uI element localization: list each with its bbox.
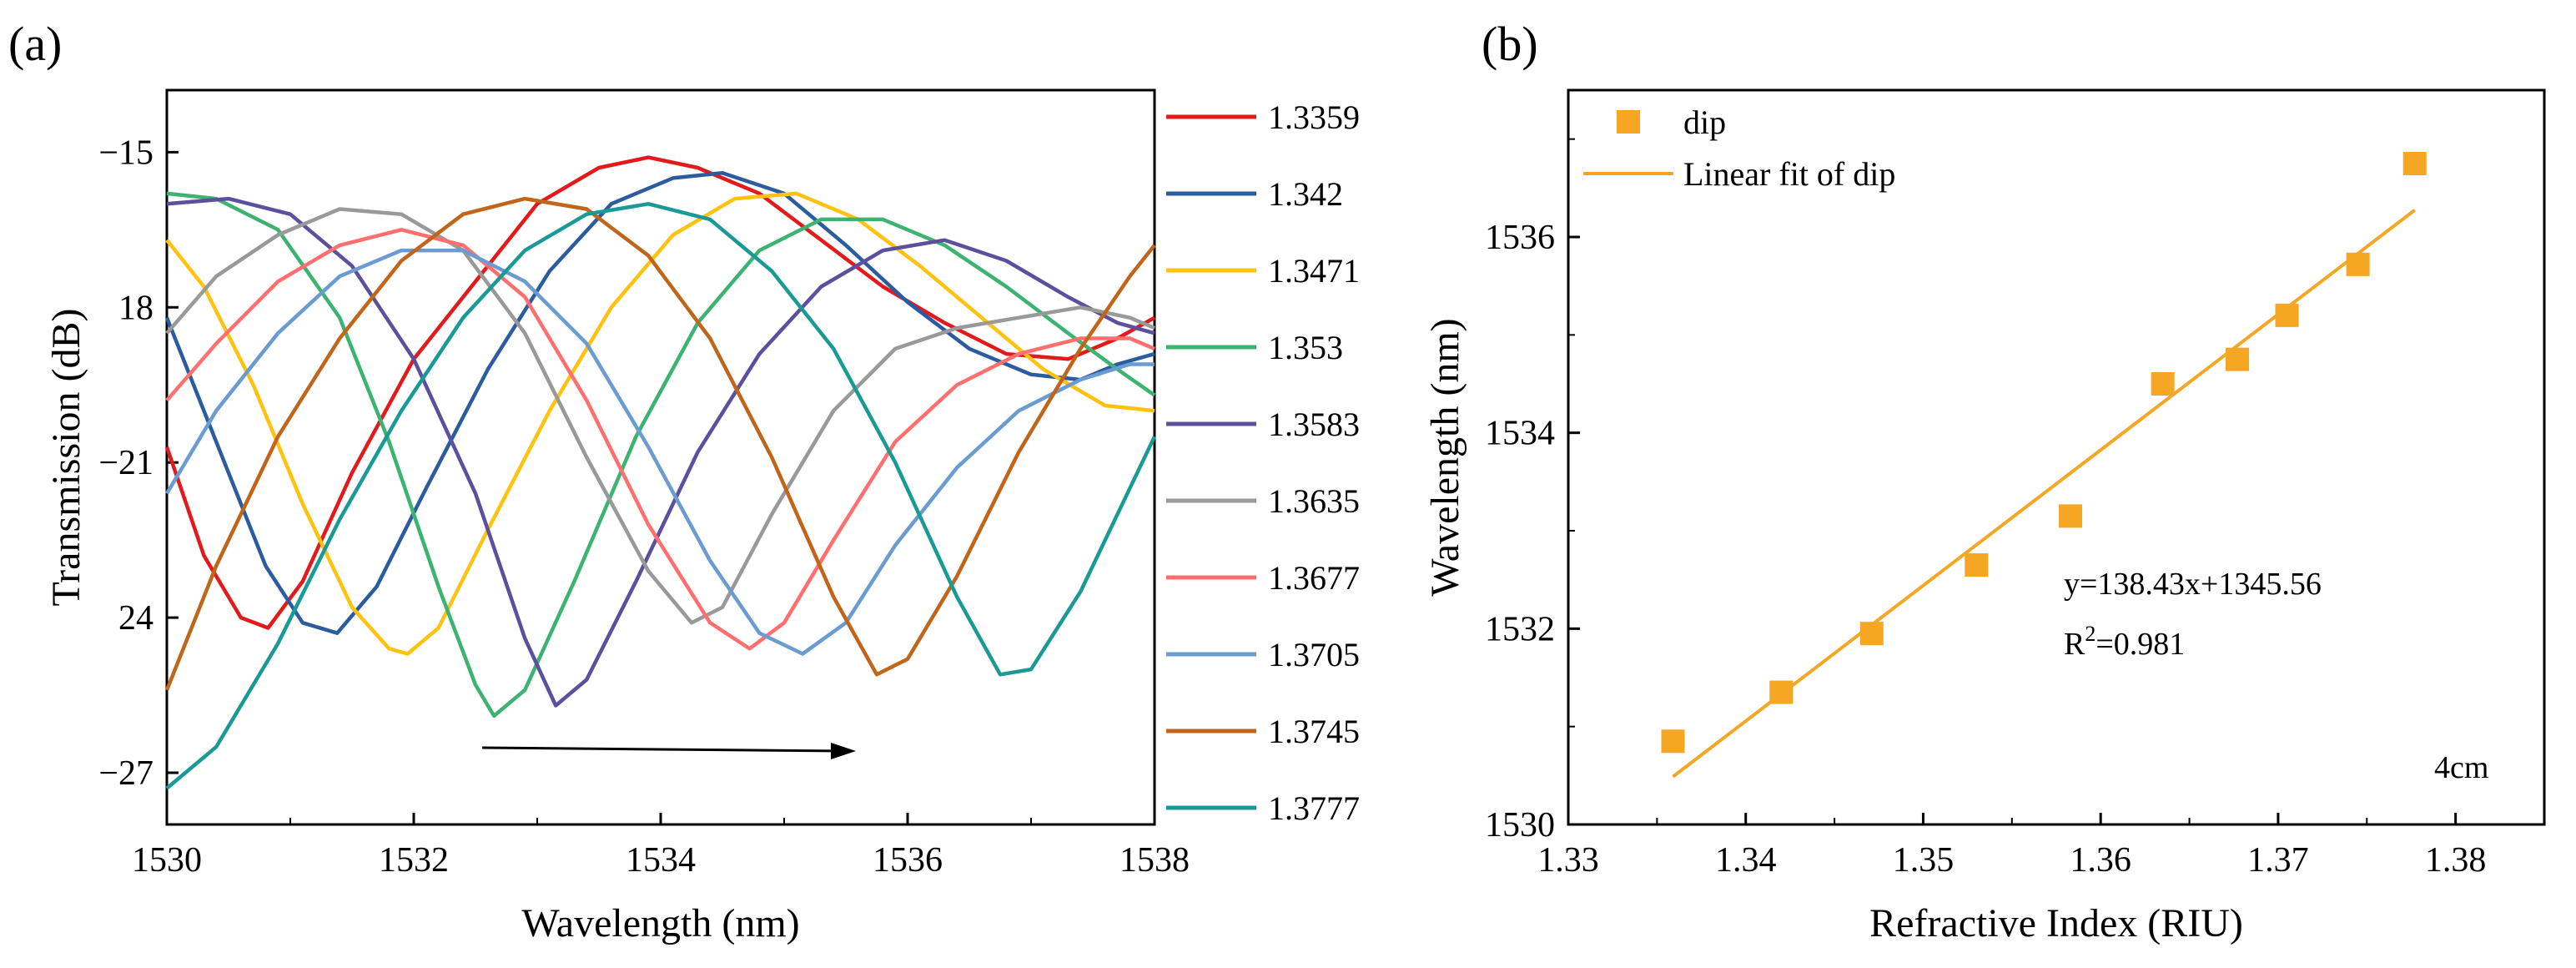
y-axis-ticks: 1530 1532 1534 1536: [1485, 138, 1580, 844]
legend-label: 1.3705: [1268, 636, 1360, 673]
data-point: [1859, 622, 1884, 646]
series-line-1_3359: [164, 155, 1156, 630]
series-line-1_3777: [165, 202, 1157, 790]
legend: 1.3359 1.342 1.3471 1.353 1.3583 1.3635 1.3677…: [1166, 98, 1360, 827]
legend-label: 1.3359: [1268, 98, 1360, 136]
y-tick-label: −27: [98, 754, 153, 793]
series-line-1_3705: [165, 248, 1155, 656]
x-tick-label: 1.37: [2247, 841, 2309, 880]
shift-arrow: [481, 743, 856, 759]
x-tick-label: 1.38: [2425, 841, 2487, 880]
spectra-lines: [164, 155, 1157, 790]
legend-label: 1.3677: [1268, 559, 1360, 597]
y-tick-label: 1536: [1485, 219, 1555, 257]
legend-label: 1.3583: [1268, 406, 1360, 443]
y-tick-label: 24: [118, 599, 153, 638]
legend-label: 1.3745: [1268, 713, 1360, 750]
r-squared-value: =0.981: [2096, 627, 2185, 662]
y-tick-label: −15: [98, 134, 153, 172]
x-tick-label: 1534: [626, 841, 696, 880]
data-point: [1965, 553, 1989, 577]
y-tick-label: −21: [98, 444, 153, 482]
data-point: [2275, 303, 2299, 327]
legend-label: 1.342: [1268, 175, 1343, 213]
x-tick-label: 1538: [1119, 841, 1190, 880]
data-points: [1661, 152, 2427, 754]
data-point: [2151, 372, 2175, 396]
legend-label-fit: Linear fit of dip: [1683, 155, 1895, 193]
x-tick-label: 1.34: [1715, 841, 1777, 880]
r-squared-superscript: 2: [2085, 622, 2096, 646]
series-line-1_3677: [165, 228, 1155, 651]
arrow-shaft: [481, 746, 843, 753]
legend-label: 1.353: [1268, 329, 1343, 366]
x-tick-label: 1530: [132, 841, 202, 880]
y-tick-label: 18: [118, 289, 153, 327]
data-point: [2225, 347, 2249, 371]
series-line-1_342: [164, 170, 1155, 635]
x-tick-label: 1536: [873, 841, 943, 880]
panel-b-fit-chart: (b) 1.33 1.34 1.35 1.36 1.37 1.38 15301532153…: [1423, 17, 2546, 945]
y-tick-label: 1530: [1485, 806, 1555, 844]
legend-label: 1.3471: [1268, 252, 1360, 290]
arrow-head: [831, 743, 856, 759]
legend-marker-dip: [1617, 110, 1640, 134]
panel-b-label: (b): [1482, 17, 1538, 71]
y-tick-label: 1534: [1485, 415, 1555, 453]
series-line-1_3583: [166, 196, 1155, 708]
data-point: [1661, 729, 1685, 754]
x-tick-label: 1.35: [1893, 841, 1955, 880]
y-axis-label: Wavelength (nm): [1423, 318, 1467, 596]
length-annotation: 4cm: [2434, 750, 2488, 785]
series-line-1_353: [166, 191, 1156, 718]
panel-a-label: (a): [8, 17, 62, 71]
legend: dip Linear fit of dip: [1583, 103, 1895, 193]
x-tick-label: 1.33: [1537, 841, 1599, 880]
data-point: [2402, 152, 2427, 175]
r-squared-prefix: R: [2064, 627, 2085, 662]
series-line-1_3745: [164, 196, 1156, 691]
legend-label: 1.3777: [1268, 789, 1360, 827]
x-tick-label: 1.36: [2070, 841, 2131, 880]
fit-equation: y=138.43x+1345.56: [2064, 567, 2322, 602]
y-axis-ticks: −15 18 −21 24 −27: [98, 134, 179, 793]
x-axis-label: Refractive Index (RIU): [1869, 901, 2243, 945]
y-tick-label: 1532: [1485, 610, 1555, 648]
panel-a-transmission-chart: (a) 1530 1532 1534 1536 1538 −15 18 −21 24 −27 W…: [8, 17, 1360, 945]
series-line-1_3635: [165, 207, 1155, 625]
x-tick-label: 1532: [379, 841, 449, 880]
data-point: [2059, 504, 2083, 528]
plot-frame: [1567, 88, 2546, 826]
x-axis-ticks: 1.33 1.34 1.35 1.36 1.37 1.38: [1537, 813, 2486, 880]
r-squared: R2=0.981: [2064, 622, 2185, 662]
x-axis-label: Wavelength (nm): [521, 901, 799, 945]
y-axis-label: Transmission (dB): [44, 309, 88, 607]
legend-label-dip: dip: [1683, 103, 1726, 141]
series-line-1_3471: [165, 191, 1155, 656]
plot-frame: [165, 88, 1156, 826]
legend-label: 1.3635: [1268, 482, 1360, 520]
data-point: [1769, 680, 1794, 704]
x-axis-ticks: 1530 1532 1534 1536 1538: [132, 813, 1190, 880]
data-point: [2346, 252, 2370, 276]
